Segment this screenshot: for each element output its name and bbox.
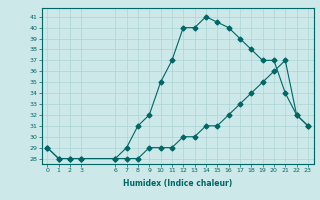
X-axis label: Humidex (Indice chaleur): Humidex (Indice chaleur) [123,179,232,188]
